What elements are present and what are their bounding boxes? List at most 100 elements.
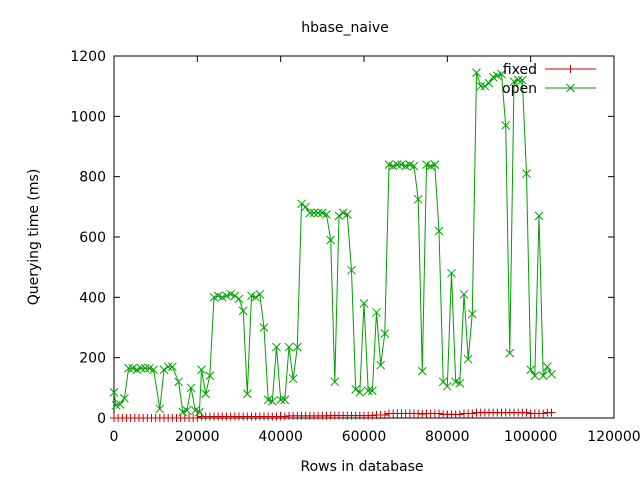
data-point-open (342, 210, 352, 219)
data-point-open (434, 226, 444, 236)
data-point-open (372, 308, 381, 317)
data-point-open (467, 309, 477, 319)
legend-label-open: open (502, 81, 537, 97)
data-point-open (459, 289, 469, 299)
data-point-open (526, 365, 536, 375)
y-tick-label: 1000 (70, 109, 106, 125)
data-point-open (174, 377, 183, 387)
data-point-open (501, 121, 511, 130)
data-point-open (359, 299, 369, 308)
series-layer (109, 68, 556, 422)
data-point-fixed (455, 410, 464, 419)
legend-label-fixed: fixed (503, 62, 537, 78)
data-point-fixed (193, 414, 202, 422)
data-point-open (140, 363, 150, 373)
y-tick-label: 400 (79, 290, 106, 306)
data-point-open (517, 75, 527, 85)
data-point-open (534, 211, 544, 221)
data-point-fixed (368, 411, 377, 420)
data-point-open (522, 169, 531, 179)
series-open (109, 68, 556, 417)
data-point-fixed (418, 410, 427, 419)
legend: fixed open (502, 62, 596, 97)
series-fixed (110, 408, 556, 422)
data-point-open (109, 388, 119, 397)
data-point-open (505, 348, 515, 358)
x-tick-label: 40000 (258, 429, 303, 445)
data-point-open (413, 194, 423, 204)
data-point-open (309, 208, 319, 218)
x-tick-label: 0 (110, 429, 119, 445)
data-point-open (447, 268, 456, 278)
data-point-fixed (522, 408, 531, 417)
data-point-open (392, 160, 402, 169)
series-line-open (113, 72, 552, 413)
data-point-fixed (435, 409, 443, 418)
data-point-open (484, 78, 494, 88)
data-point-open (301, 202, 311, 212)
data-point-open (334, 211, 344, 221)
data-point-open (380, 329, 390, 338)
plot-frame (113, 55, 615, 419)
data-point-open (155, 404, 165, 414)
data-point-open (313, 208, 323, 218)
data-point-open (238, 306, 248, 316)
data-point-open (480, 81, 490, 91)
data-point-fixed (547, 408, 556, 417)
x-tick-label: 20000 (175, 429, 220, 445)
data-point-open (547, 369, 556, 379)
data-point-fixed (414, 409, 423, 418)
y-tick-label: 200 (79, 351, 106, 367)
x-axis-label: Rows in database (301, 459, 424, 475)
data-point-fixed (468, 409, 477, 418)
data-point-open (255, 289, 265, 299)
y-tick-label: 1200 (70, 49, 106, 65)
data-point-open (284, 342, 294, 352)
data-point-open (288, 374, 298, 384)
data-point-open (159, 365, 169, 375)
data-point-open (472, 68, 481, 77)
x-tick-label: 60000 (342, 429, 387, 445)
data-point-open (149, 365, 158, 375)
x-tick-label: 100000 (504, 429, 557, 445)
y-tick-label: 600 (79, 230, 106, 246)
data-point-fixed (280, 412, 289, 421)
data-point-open (376, 360, 386, 370)
data-point-fixed (380, 410, 389, 419)
data-point-open (136, 363, 146, 373)
data-point-open (167, 362, 177, 372)
chart-title: hbase_naive (301, 20, 389, 36)
data-point-fixed (539, 409, 548, 418)
data-point-open (267, 397, 277, 406)
data-point-open (280, 395, 290, 405)
legend-marker-fixed (566, 65, 575, 73)
y-axis-label: Querying time (ms) (26, 169, 42, 306)
x-tick-label: 80000 (425, 429, 470, 445)
data-point-open (182, 406, 192, 415)
data-point-open (259, 323, 269, 332)
legend-marker-open (566, 83, 575, 93)
data-point-open (201, 389, 211, 399)
axis-tick-labels: 0 20000 40000 60000 80000 100000 120000 0 200 400… (70, 49, 640, 445)
data-point-open (330, 377, 340, 387)
y-tick-label: 0 (97, 411, 106, 427)
data-point-open (234, 294, 244, 304)
data-point-open (205, 371, 215, 381)
data-point-open (355, 388, 365, 397)
data-point-open (363, 386, 373, 396)
data-point-open (455, 378, 465, 388)
data-point-open (251, 292, 261, 302)
data-point-open (120, 394, 129, 403)
data-point-open (530, 371, 540, 381)
data-point-open (542, 362, 552, 372)
data-point-open (442, 381, 452, 391)
data-point-open (367, 386, 377, 396)
data-point-open (513, 75, 523, 85)
data-point-open (276, 395, 286, 405)
data-point-open (230, 291, 240, 301)
data-point-open (430, 160, 440, 169)
data-point-open (326, 235, 336, 245)
data-point-open (476, 81, 486, 91)
x-tick-label: 120000 (587, 429, 640, 445)
